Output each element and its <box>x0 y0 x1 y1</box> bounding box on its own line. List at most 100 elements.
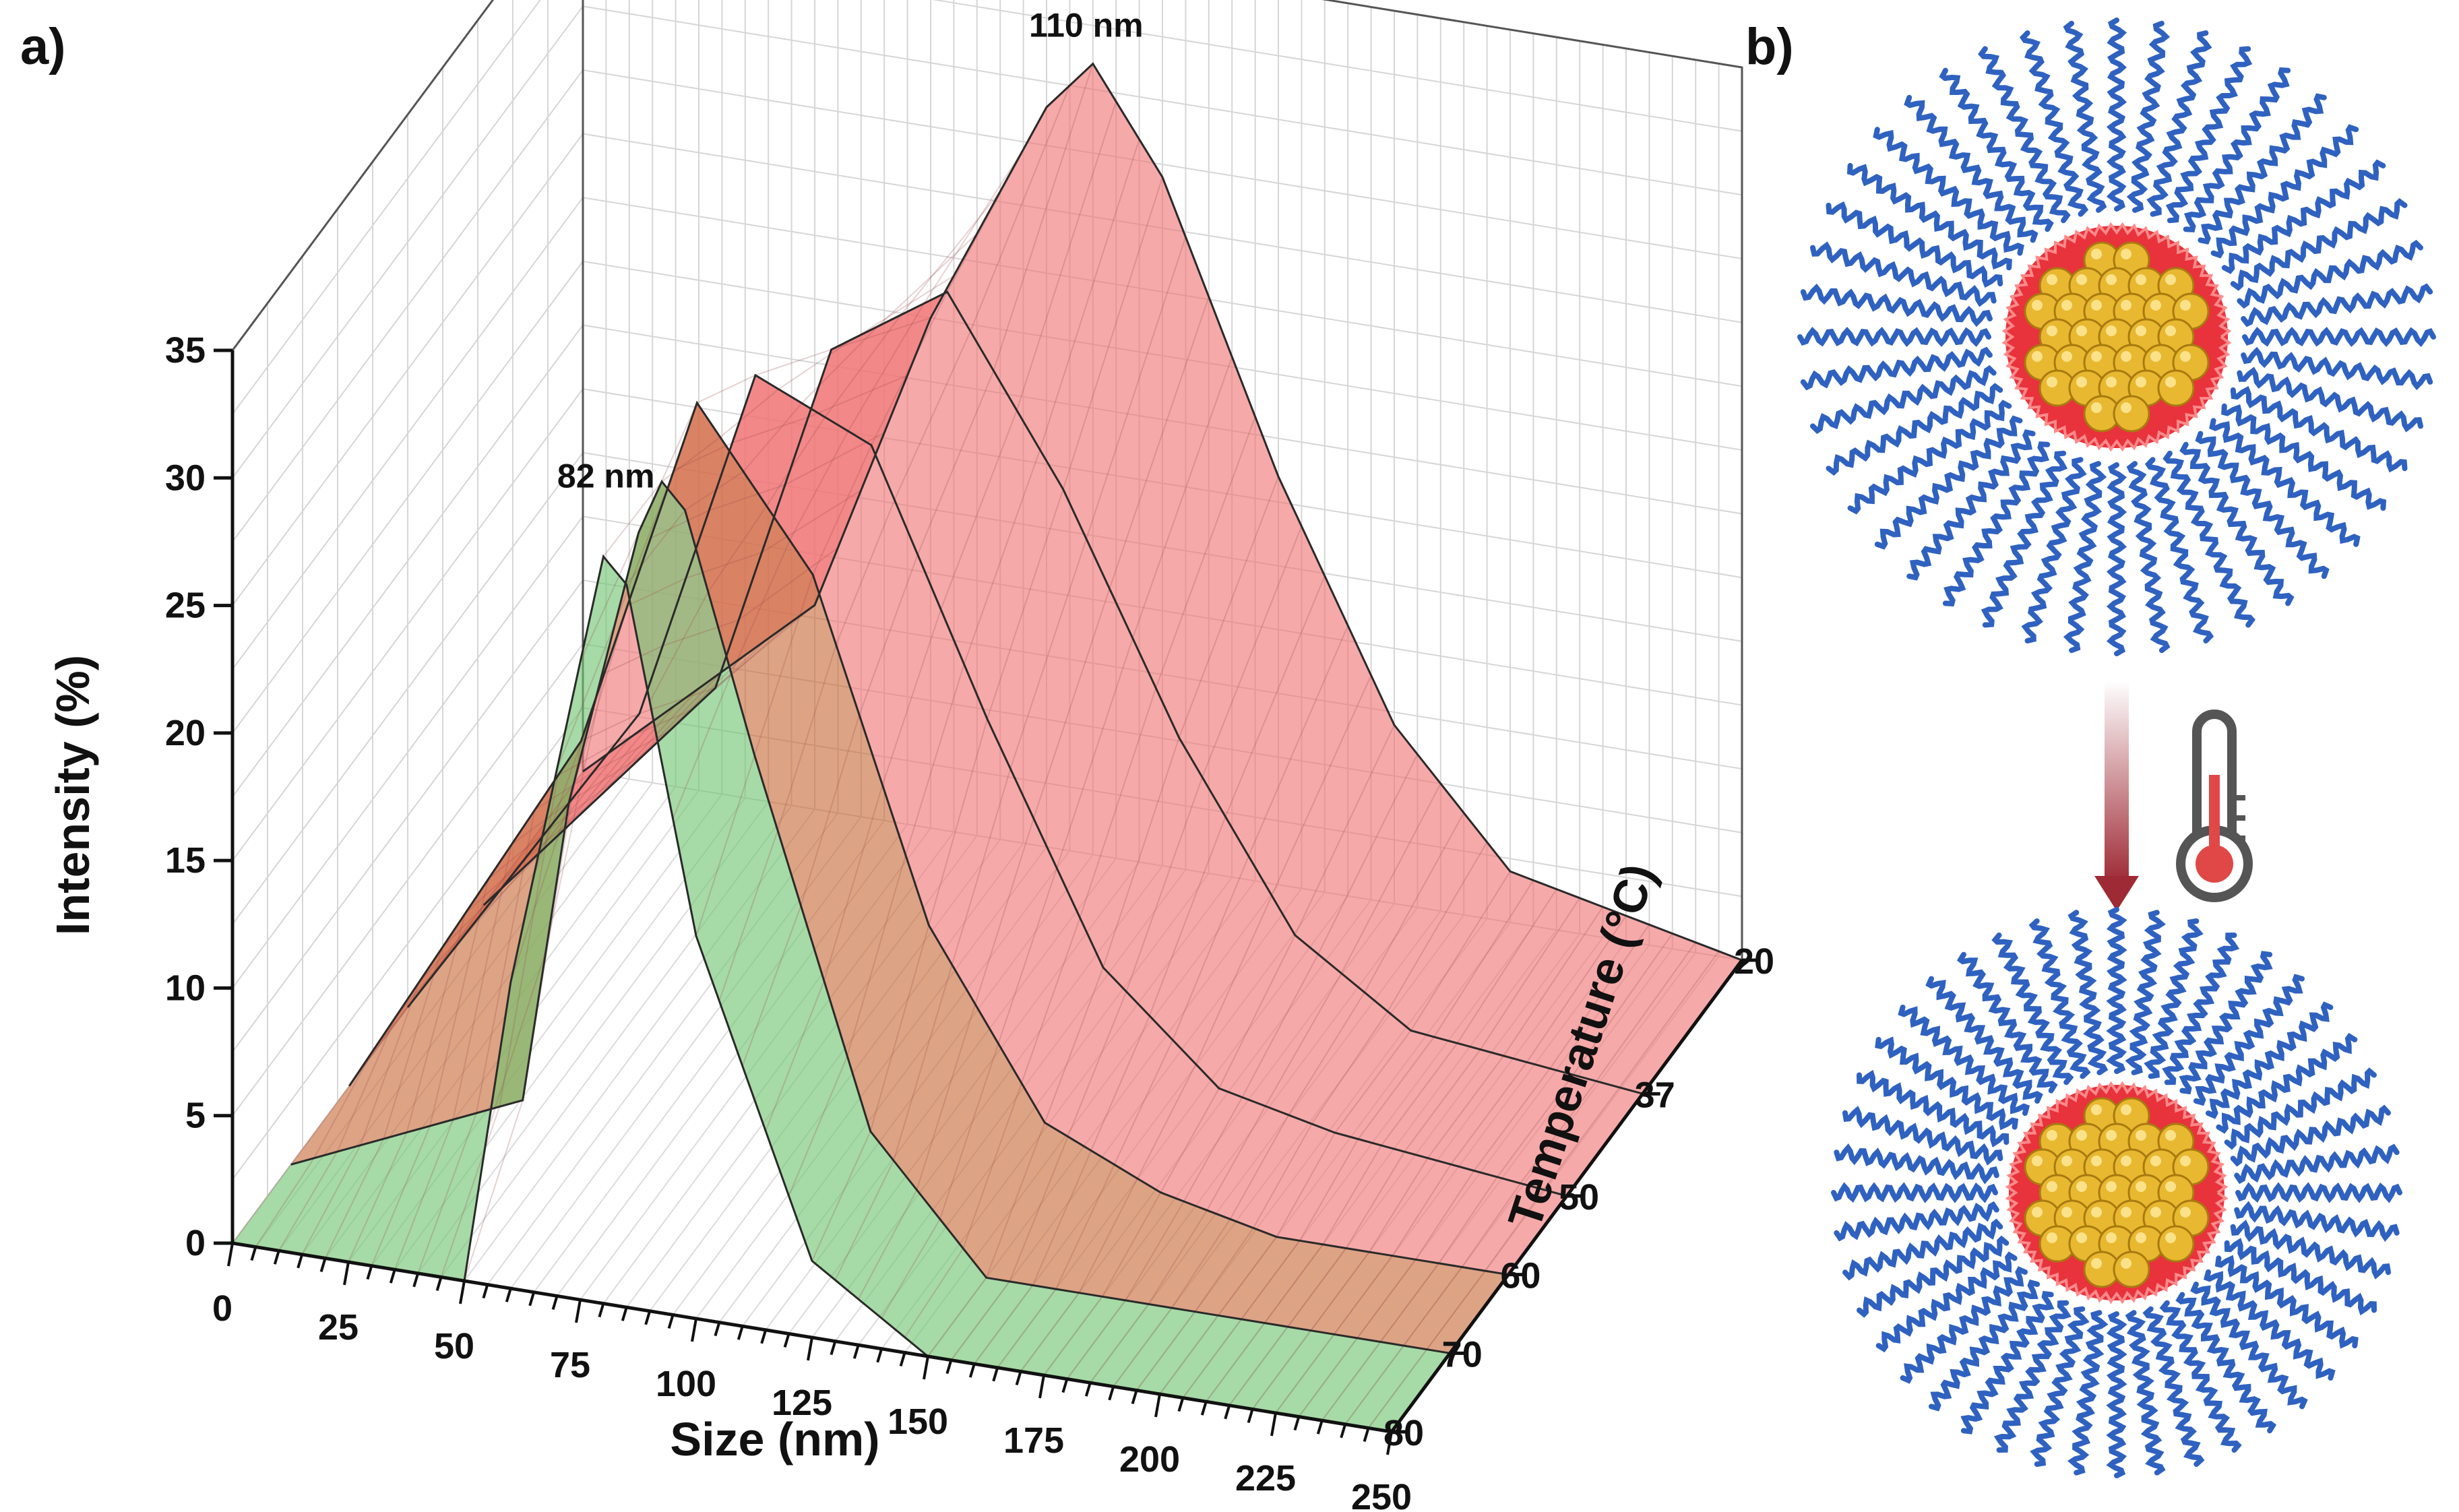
surface-mesh <box>1101 1192 1162 1297</box>
surface-mesh <box>1172 856 1249 1040</box>
polymer-chain <box>2144 918 2204 1079</box>
surface-mesh <box>970 85 1071 332</box>
surface-mesh <box>371 1125 431 1266</box>
surface-mesh <box>777 644 837 831</box>
polymer-chain <box>2159 1300 2242 1453</box>
surface-mesh <box>1148 1209 1208 1305</box>
surface-mesh <box>546 774 623 832</box>
surface-mesh <box>464 1100 524 1282</box>
polymer-chain <box>1900 1266 2028 1384</box>
surface-mesh <box>1086 237 1187 540</box>
wall-frame <box>231 0 1743 960</box>
x-tick-minor <box>1316 1420 1324 1435</box>
surface-mesh <box>940 410 1018 610</box>
x-tick-minor <box>1131 1389 1138 1404</box>
surface-mesh <box>406 913 466 1133</box>
x-tick-minor <box>319 1257 327 1272</box>
gold-highlight <box>2136 1130 2146 1141</box>
x-tick-major <box>1154 1393 1161 1418</box>
y-tick-label: 30 <box>165 458 206 498</box>
surface-mesh <box>1410 871 1511 1032</box>
surface-mesh <box>1438 1176 1498 1264</box>
surface-mesh <box>313 1051 373 1159</box>
polymer-chain <box>1939 67 2054 232</box>
surface-mesh <box>1275 1333 1335 1414</box>
polymer-chain <box>2206 1001 2334 1119</box>
surface-mesh <box>575 704 677 819</box>
x-tick-minor <box>830 1341 837 1356</box>
surface-mesh <box>359 982 420 1146</box>
surface-mesh <box>1367 1349 1428 1428</box>
surface-mesh <box>1159 1315 1219 1395</box>
surface-mesh <box>662 619 739 647</box>
surface-mesh <box>1089 1303 1150 1383</box>
x-tick-label: 150 <box>888 1401 948 1442</box>
surface-mesh <box>290 1085 350 1165</box>
surface-band <box>483 63 1743 1094</box>
gold-highlight <box>2136 377 2146 387</box>
surface-mesh <box>1044 967 1104 1123</box>
surface-mesh <box>557 742 617 776</box>
polymer-chain <box>2193 974 2305 1106</box>
surface-mesh <box>997 1288 1057 1368</box>
surface-mesh <box>951 768 1011 965</box>
surface-mesh <box>755 348 832 376</box>
gold-highlight <box>2076 1232 2087 1243</box>
polymer-chain <box>2216 1032 2358 1134</box>
x-tick-minor <box>876 1348 883 1363</box>
polymer-chain <box>1847 400 2012 515</box>
gold-highlight <box>2091 402 2102 413</box>
surface-mesh <box>1155 416 1256 689</box>
gold-highlight <box>2121 351 2131 362</box>
polymer-chain <box>2230 198 2408 291</box>
surface-mesh <box>1247 625 1349 857</box>
surface-mesh <box>488 830 548 880</box>
surface-mesh <box>1020 1292 1080 1372</box>
surface-mesh <box>1229 1114 1290 1220</box>
gold-highlight <box>2091 1207 2102 1218</box>
x-tick-major <box>807 1337 813 1361</box>
polymer-chain <box>2230 1220 2391 1280</box>
surface-mesh <box>1404 1049 1481 1152</box>
surface-mesh <box>1414 1170 1475 1260</box>
surface-mesh <box>859 554 919 716</box>
polymer-chain <box>2241 283 2433 327</box>
gold-highlight <box>2047 1130 2057 1141</box>
surface-mesh <box>556 622 617 769</box>
polymer-chain <box>2230 1104 2391 1167</box>
z-tick-label: 80 <box>1383 1413 1424 1453</box>
gold-highlight <box>2121 300 2131 311</box>
surface-mesh <box>602 481 662 557</box>
surface-mesh <box>336 1016 397 1152</box>
surface-mesh <box>1496 1074 1574 1178</box>
x-tick-minor <box>1224 1405 1231 1420</box>
surface-mesh <box>672 673 733 819</box>
x-tick-minor <box>551 1295 559 1310</box>
gold-highlight <box>2076 325 2087 336</box>
shell-zigzag <box>2005 1081 2229 1304</box>
x-tick-label: 225 <box>1235 1458 1296 1499</box>
surface-mesh <box>1310 1251 1370 1331</box>
surface-mesh <box>440 1106 501 1278</box>
surface-mesh <box>1461 1183 1522 1268</box>
gold-highlight <box>2136 1181 2146 1192</box>
arrow-head <box>2094 876 2139 911</box>
surface-mesh <box>324 1138 385 1259</box>
surface-mesh <box>743 402 803 472</box>
x-tick-label: 50 <box>434 1326 474 1366</box>
chart-surfaces <box>232 62 1743 1433</box>
chart-axes <box>214 348 1760 1455</box>
surface-mesh <box>475 809 536 1114</box>
surface-mesh <box>1392 1164 1452 1257</box>
polymer-chain <box>2125 1310 2166 1476</box>
gold-highlight <box>2047 274 2057 285</box>
surface-mesh <box>950 1281 1010 1361</box>
surface-mesh <box>1426 1270 1486 1350</box>
polymer-chain <box>2146 30 2212 217</box>
polymer-chain <box>2028 918 2091 1079</box>
surface-mesh <box>1102 737 1180 968</box>
surface-mesh <box>1321 1341 1381 1421</box>
surface-band <box>290 402 1509 1354</box>
gold-highlight <box>2076 1181 2087 1192</box>
polymer-chain <box>1978 46 2071 224</box>
